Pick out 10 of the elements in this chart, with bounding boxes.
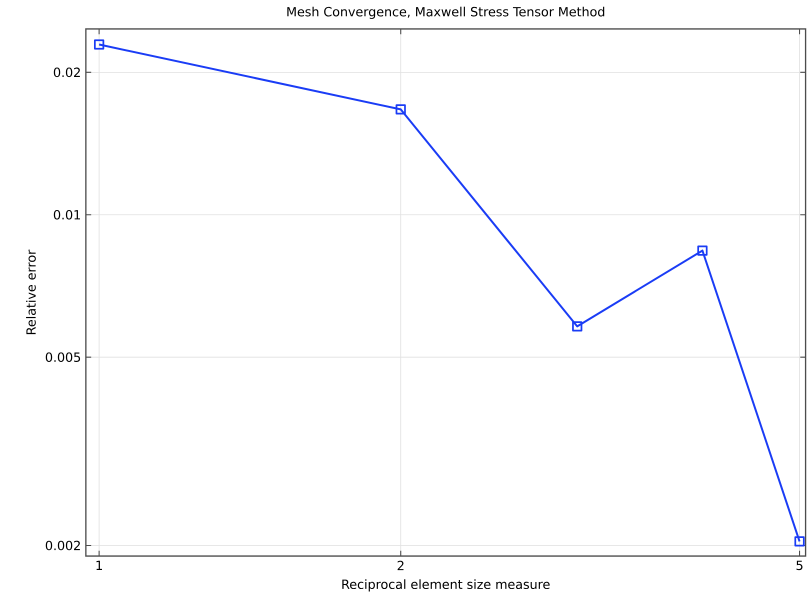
x-tick-label: 1 (96, 560, 102, 570)
y-tick-label: 0.02 (54, 68, 80, 78)
x-axis-title: Reciprocal element size measure (342, 579, 550, 592)
x-tick-label: 2 (398, 560, 404, 570)
y-tick-label: 0.01 (54, 210, 80, 220)
y-axis-title: Relative error (26, 250, 36, 334)
y-tick-label: 0.005 (46, 352, 80, 362)
x-tick-label: 5 (796, 560, 802, 570)
y-tick-label: 0.002 (46, 540, 80, 550)
chart-title: Mesh Convergence, Maxwell Stress Tensor Method (287, 6, 604, 19)
